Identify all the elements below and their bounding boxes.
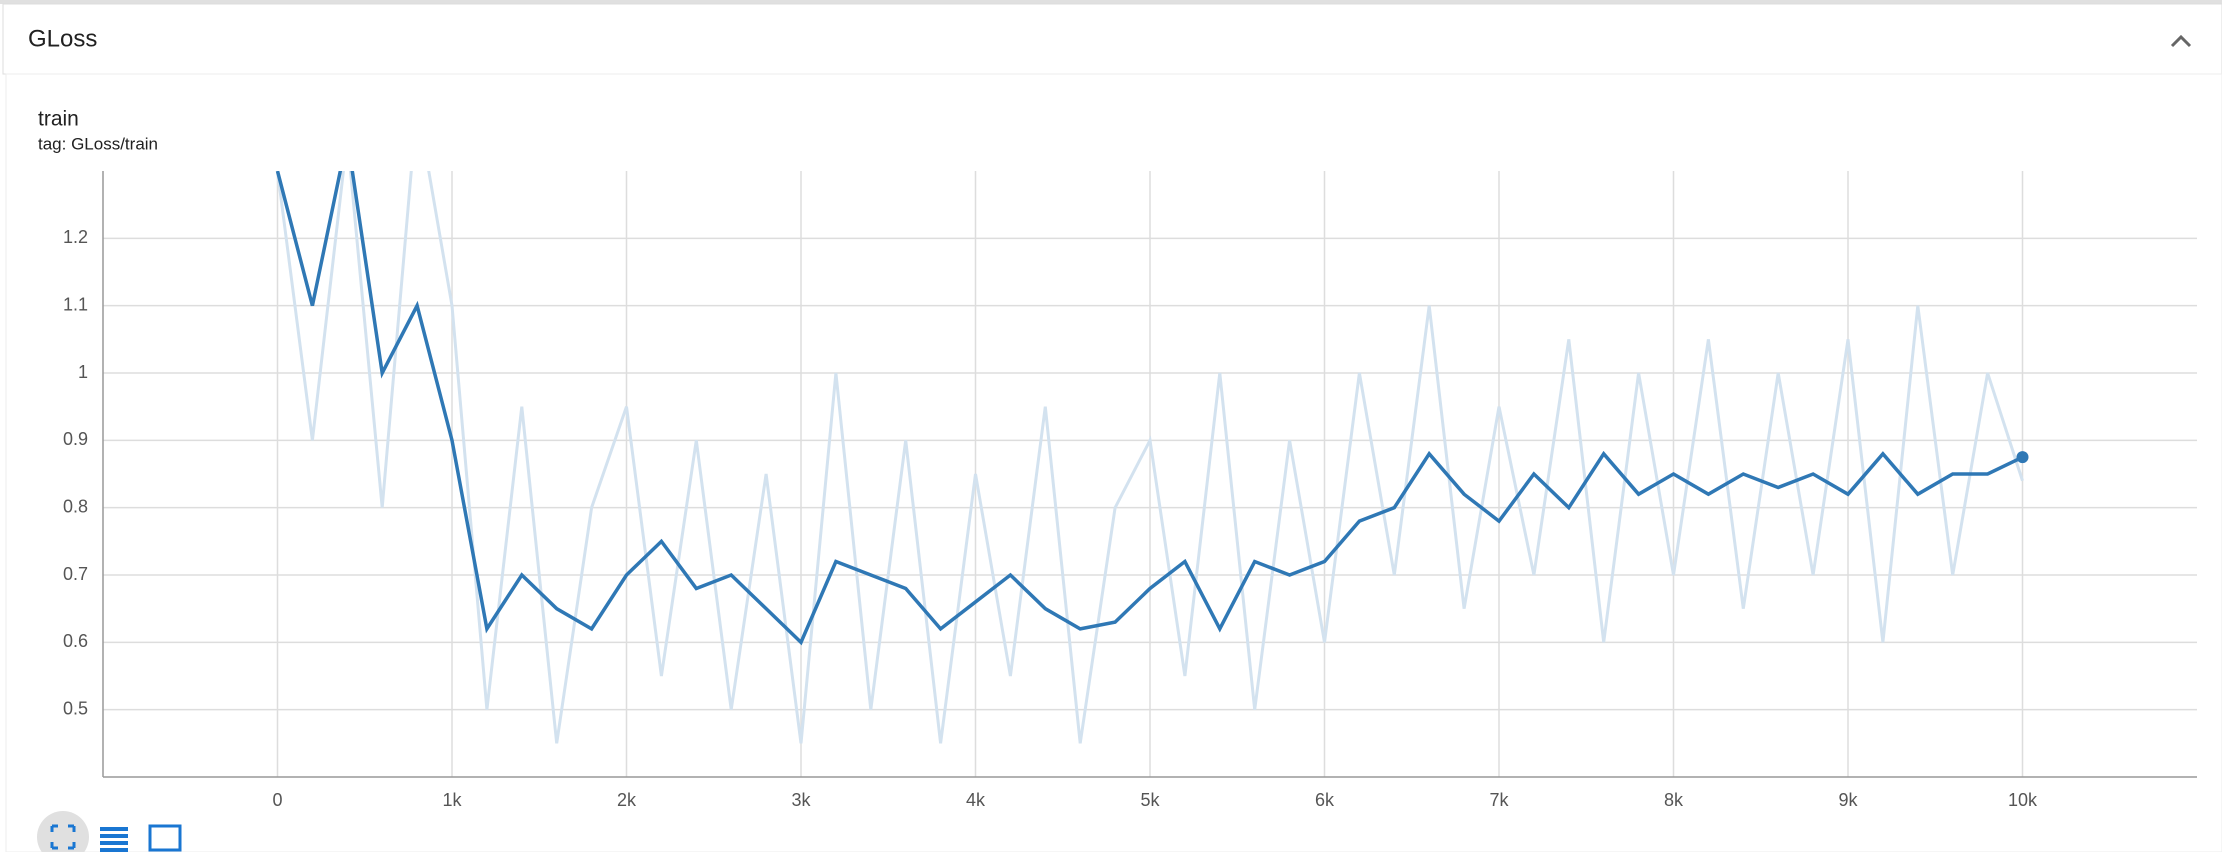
fit-icon[interactable] <box>50 824 76 850</box>
chart-title: train <box>38 108 79 131</box>
x-tick-label: 7k <box>1489 790 1509 810</box>
chart-subtitle: tag: GLoss/train <box>38 134 158 153</box>
y-tick-label: 0.7 <box>63 564 88 584</box>
x-tick-label: 8k <box>1664 790 1684 810</box>
x-tick-label: 2k <box>617 790 637 810</box>
series-line <box>275 171 2024 646</box>
x-tick-label: 1k <box>442 790 462 810</box>
y-tick-label: 0.5 <box>63 698 88 718</box>
series-line <box>276 171 2024 744</box>
fit-button-bg[interactable] <box>37 811 89 857</box>
y-tick-label: 1 <box>78 362 88 382</box>
collapse-icon[interactable] <box>2170 34 2192 48</box>
top-border <box>0 0 2222 4</box>
y-tick-label: 0.9 <box>63 429 88 449</box>
x-tick-label: 10k <box>2008 790 2038 810</box>
x-tick-label: 3k <box>791 790 811 810</box>
x-tick-label: 4k <box>966 790 986 810</box>
section-title: GLoss <box>28 25 97 52</box>
section-header[interactable] <box>2 3 2222 75</box>
plot-area <box>275 171 2024 744</box>
log-icon[interactable] <box>100 827 128 852</box>
plot: 0.5 0.6 0.7 0.8 0.9 1 1.1 1.2 0 1k 2k 3k 4k 5k 6k 7k 8k 9… <box>63 171 2197 810</box>
y-tick-label: 0.6 <box>63 631 88 651</box>
last-point <box>2016 451 2029 464</box>
card <box>5 73 2222 853</box>
x-tick-label: 9k <box>1838 790 1858 810</box>
x-tick-label: 5k <box>1140 790 1160 810</box>
expand-icon[interactable] <box>148 824 182 852</box>
y-tick-label: 1.1 <box>63 294 88 314</box>
x-tick-label: 6k <box>1315 790 1335 810</box>
y-tick-label: 0.8 <box>63 496 88 516</box>
y-tick-label: 1.2 <box>63 227 88 247</box>
x-tick-label: 0 <box>272 790 282 810</box>
